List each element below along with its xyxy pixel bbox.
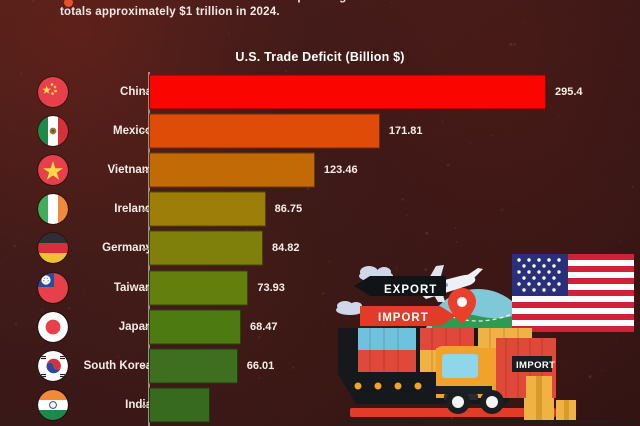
country-label: Mexico [113,124,152,137]
germany-flag-icon [38,233,68,264]
bar [149,191,266,227]
axis-tick [142,326,149,329]
bar-value-label: 73.93 [257,281,285,294]
svg-text:EXPORT: EXPORT [384,284,437,296]
axis-tick [142,248,149,250]
country-label: Ireland [114,203,152,216]
china-flag-icon [38,76,68,107]
header-note-line-2: totals approximately $1 trillion in 2024… [60,6,280,18]
chart-row: Ireland 86.75 [0,190,640,229]
bar-value-label: 295.4 [555,85,583,98]
bar [149,152,315,188]
import-banner: IMPORT [360,306,456,326]
chart-row: India [0,386,640,425]
india-flag-icon [38,390,68,421]
mexico-flag-icon [38,115,68,146]
ireland-flag-icon [38,194,68,225]
south-korea-flag-icon [38,350,68,381]
trade-illustration: EXPORT IMPORT [336,248,640,426]
country-label: China [120,85,152,98]
bar [149,270,249,306]
bar [149,230,263,266]
country-label: Japan [118,320,152,333]
country-label: South Korea [83,359,152,372]
bar-chart: China 295.4 Mexico 171.81 Vietnam 123.46 Irela… [0,72,640,426]
country-label: Germany [102,242,152,255]
bar-value-label: 123.46 [323,163,358,176]
chart-row: China 295.4 [0,72,640,111]
us-flag-icon [512,254,634,332]
header-note: The combined U.S. trade deficit with its… [60,0,480,20]
chart-row: Taiwan 73.93 [0,268,640,307]
bar [149,309,242,345]
axis-tick [142,405,149,407]
axis-tick [142,91,149,94]
country-label: India [125,399,152,412]
taiwan-flag-icon [38,272,68,303]
bar [149,74,546,110]
chart-row: South Korea 66.01 [0,346,640,385]
country-label: Vietnam [107,163,152,176]
vietnam-flag-icon [38,154,68,185]
bullet-point-icon [64,0,73,7]
chart-row: Vietnam 123.46 [0,150,640,189]
chart-title: U.S. Trade Deficit (Billion $) [235,50,405,64]
bar-value-label: 68.47 [250,320,278,333]
bar-value-label: 66.01 [246,359,275,372]
bar [149,387,211,423]
japan-flag-icon [38,311,68,342]
axis-tick [142,169,149,172]
bar-value-label: 84.82 [271,242,300,255]
svg-text:IMPORT: IMPORT [516,360,555,371]
chart-row: Japan 68.47 [0,307,640,346]
chart-row: Germany 84.82 [0,229,640,268]
bar-value-label: 171.81 [388,124,423,137]
axis-tick [142,130,149,133]
bar [149,113,380,149]
axis-tick [142,209,149,211]
cardboard-boxes-icon [524,376,576,420]
export-banner: EXPORT [354,276,446,296]
svg-text:IMPORT: IMPORT [378,312,429,324]
bar [149,348,238,384]
axis-tick [142,287,149,290]
bar-value-label: 86.75 [274,203,303,216]
header-note-line-1: The combined U.S. trade deficit with its… [60,0,480,5]
location-pin-icon [448,288,476,324]
country-label: Taiwan [113,281,152,294]
axis-tick [142,365,149,368]
chart-row: Mexico 171.81 [0,111,640,150]
